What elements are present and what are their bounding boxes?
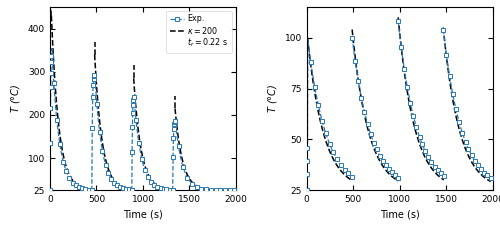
Exp. — [48, 47, 54, 50]
$\kappa=200$ — [89, 188, 95, 191]
$\kappa=200$ — [71, 180, 77, 183]
Exp. — [74, 184, 80, 187]
Legend: Exp., $\kappa=200$, $t_r=0.22\ \mathrm{s}$: Exp., $\kappa=200$, $t_r=0.22\ \mathrm{s… — [166, 11, 232, 53]
$\kappa=200$ — [80, 187, 86, 189]
Exp. — [48, 57, 54, 60]
$\kappa=200$ — [88, 188, 94, 191]
Line: Exp.: Exp. — [50, 49, 92, 190]
Exp. — [55, 131, 61, 134]
Exp. — [47, 189, 53, 192]
Y-axis label: $T$ (°C): $T$ (°C) — [10, 84, 22, 114]
X-axis label: Time (s): Time (s) — [123, 210, 163, 220]
$\kappa=200$ — [57, 133, 63, 136]
$\kappa=200$ — [60, 149, 66, 151]
X-axis label: Time (s): Time (s) — [380, 210, 420, 220]
$\kappa=200$ — [76, 185, 82, 188]
Y-axis label: $T$ (°C): $T$ (°C) — [266, 84, 279, 114]
Exp. — [48, 79, 54, 81]
$\kappa=200$ — [48, 14, 54, 17]
Line: $\kappa=200$: $\kappa=200$ — [52, 16, 92, 190]
Exp. — [89, 188, 95, 191]
Exp. — [48, 113, 54, 115]
Exp. — [48, 119, 54, 122]
